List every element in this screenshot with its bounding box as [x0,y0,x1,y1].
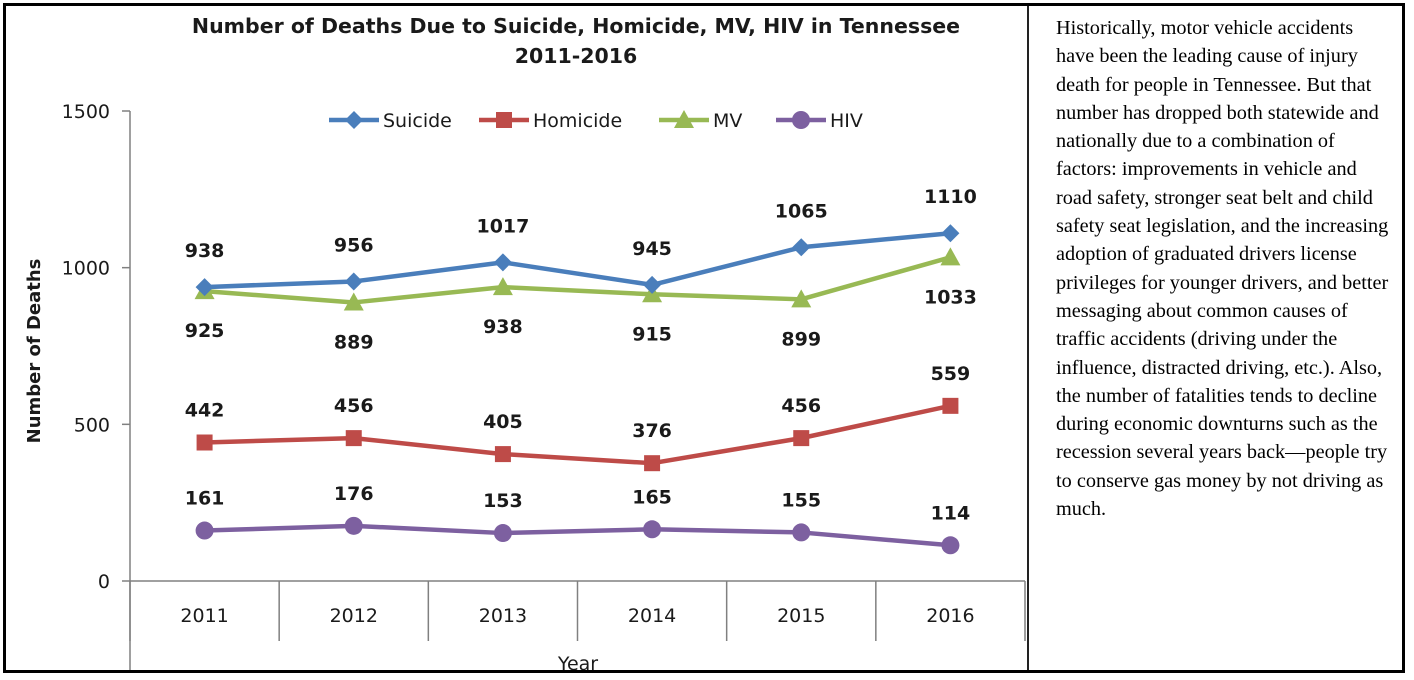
data-label-suicide: 1065 [775,200,828,222]
series-suicide [195,224,960,297]
data-point-diamond [344,272,363,291]
data-label-homicide: 376 [632,420,672,442]
data-label-homicide: 456 [781,395,821,417]
x-tick-label: 2011 [180,605,228,627]
chart-panel: Number of Deaths Due to Suicide, Homicid… [6,6,1029,673]
data-point-triangle [674,110,694,128]
line-chart: Number of Deaths Due to Suicide, Homicid… [24,14,1026,673]
data-label-mv: 899 [781,328,821,350]
data-label-hiv: 161 [185,488,225,510]
legend-label: Suicide [383,110,452,132]
legend-item-suicide: Suicide [329,110,452,132]
y-tick-label: 0 [98,571,110,593]
series-hiv [195,516,960,555]
data-point-diamond [493,253,512,272]
x-tick-label: 2016 [926,605,974,627]
data-label-mv: 889 [334,331,374,353]
series-line-suicide [204,230,951,290]
data-point-diamond [643,275,662,294]
data-label-homicide: 559 [931,363,971,385]
data-label-mv: 938 [483,316,523,338]
data-label-suicide: 945 [632,238,672,260]
y-axis-title: Number of Deaths [24,259,45,444]
data-point-circle [344,516,363,535]
data-label-homicide: 442 [185,400,225,422]
data-label-hiv: 153 [483,490,523,512]
data-point-diamond [345,111,363,129]
data-label-hiv: 114 [931,502,971,524]
data-labels: 938 956 1017 945 1065 1110 442 456 405 376 456 559 9… [185,186,977,524]
legend-item-hiv: HIV [776,110,863,132]
data-label-hiv: 155 [781,489,821,511]
data-label-homicide: 405 [483,411,523,433]
data-point-square [494,446,511,463]
data-label-mv: 1033 [924,286,977,308]
chart-subtitle: 2011-2016 [515,44,638,68]
data-point-circle [792,111,810,129]
axes: 0 500 1000 1500 2011 2012 2013 2014 2015 2016 [62,101,1026,670]
data-point-diamond [792,238,811,257]
data-label-mv: 925 [185,320,225,342]
data-point-diamond [195,278,214,297]
legend-label: HIV [830,110,863,132]
data-point-triangle [791,289,812,308]
legend-item-mv: MV [659,110,742,132]
data-label-homicide: 456 [334,395,374,417]
series-mv [194,247,961,311]
series-layer [194,224,961,555]
x-tick-label: 2015 [777,605,825,627]
y-tick-label: 1500 [62,101,110,123]
chart-title: Number of Deaths Due to Suicide, Homicid… [192,14,960,38]
data-label-mv: 915 [632,323,672,345]
data-point-triangle [343,292,364,311]
series-line-mv [204,255,952,305]
data-point-square [942,397,959,414]
data-point-triangle [492,277,513,296]
legend: Suicide Homicide MV HIV [329,110,863,132]
data-point-triangle [940,247,961,266]
data-point-square [196,434,213,451]
data-point-square [644,455,661,472]
data-label-suicide: 1017 [476,215,529,237]
data-label-hiv: 165 [632,486,672,508]
data-label-suicide: 1110 [924,186,977,208]
data-point-square [793,430,810,447]
side-paragraph: Historically, motor vehicle accidents ha… [1056,17,1389,521]
x-tick-label: 2014 [628,605,676,627]
data-point-circle [941,536,960,555]
y-tick-label: 500 [74,414,110,436]
data-point-diamond [941,224,960,243]
series-line-hiv [204,523,951,548]
legend-item-homicide: Homicide [479,110,622,132]
data-point-circle [643,520,662,539]
data-label-hiv: 176 [334,483,374,505]
data-point-circle [493,524,512,543]
data-point-square [345,430,362,447]
data-label-suicide: 938 [185,240,225,262]
x-axis-title: Year [557,653,598,673]
series-homicide [196,397,959,472]
legend-label: Homicide [533,110,622,132]
x-tick-label: 2013 [479,605,527,627]
legend-label: MV [713,110,742,132]
figure-frame: Number of Deaths Due to Suicide, Homicid… [3,3,1405,673]
data-label-suicide: 956 [334,234,374,256]
data-point-circle [195,521,214,540]
data-point-circle [792,523,811,542]
y-tick-label: 1000 [62,258,110,280]
series-line-homicide [204,403,951,466]
data-point-square [496,112,512,128]
x-tick-label: 2012 [330,605,378,627]
